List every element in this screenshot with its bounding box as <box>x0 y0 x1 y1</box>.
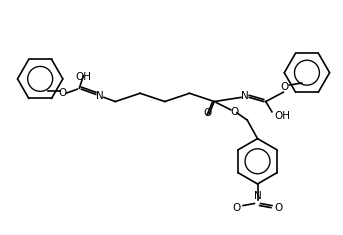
Text: O: O <box>274 203 282 213</box>
Text: O: O <box>280 82 288 92</box>
Text: O: O <box>231 107 239 117</box>
Text: OH: OH <box>274 111 290 121</box>
Text: N: N <box>241 91 249 101</box>
Text: O: O <box>59 88 67 98</box>
Text: O: O <box>203 108 211 118</box>
Text: N: N <box>96 91 104 101</box>
Text: N: N <box>253 192 261 201</box>
Text: O: O <box>233 203 241 213</box>
Text: OH: OH <box>75 72 92 82</box>
